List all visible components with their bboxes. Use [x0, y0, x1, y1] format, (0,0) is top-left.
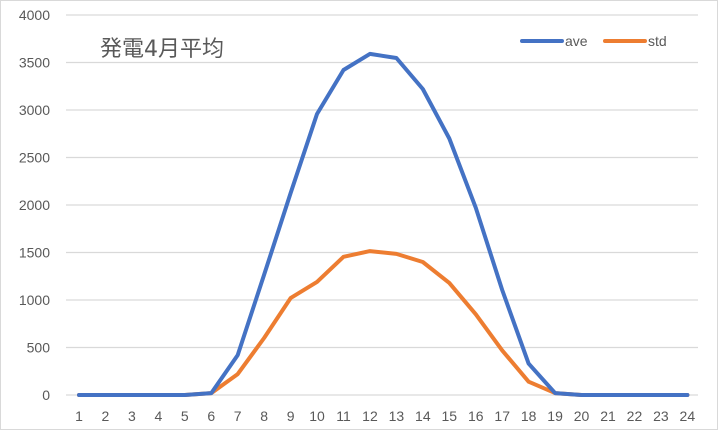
- y-tick-label: 3500: [19, 55, 50, 71]
- gridlines: [66, 14, 698, 396]
- x-tick-label: 18: [521, 408, 537, 424]
- x-tick-label: 10: [309, 408, 325, 424]
- y-tick-label: 1000: [19, 292, 50, 308]
- x-tick-label: 23: [653, 408, 669, 424]
- series-line-ave: [77, 51, 690, 397]
- x-tick-label: 7: [234, 408, 242, 424]
- y-tick-label: 0: [42, 387, 50, 403]
- x-tick-label: 8: [260, 408, 268, 424]
- x-tick-label: 24: [680, 408, 696, 424]
- series-lines: [77, 51, 690, 397]
- legend-label-std: std: [648, 33, 667, 49]
- y-tick-label: 4000: [19, 7, 50, 23]
- y-tick-label: 2000: [19, 197, 50, 213]
- x-tick-label: 15: [442, 408, 458, 424]
- x-tick-label: 3: [128, 408, 136, 424]
- x-tick-label: 21: [600, 408, 616, 424]
- x-tick-label: 16: [468, 408, 484, 424]
- x-tick-label: 20: [574, 408, 590, 424]
- series-line-std: [77, 249, 690, 397]
- x-tick-label: 17: [494, 408, 510, 424]
- chart-title: 発電4月平均: [100, 37, 224, 62]
- y-axis-ticks: 0 500 1000 1500 2000 2500 3000 3500 4000: [19, 7, 50, 403]
- y-tick-label: 500: [27, 340, 51, 356]
- x-tick-label: 1: [75, 408, 83, 424]
- y-tick-label: 1500: [19, 245, 50, 261]
- x-tick-label: 13: [389, 408, 405, 424]
- x-axis-ticks: 1 2 3 4 5 6 7 8 9 10 11 12 13 14 15 16 17 18 19 20 21 22 23 24: [75, 408, 695, 424]
- y-tick-label: 3000: [19, 102, 50, 118]
- x-tick-label: 12: [362, 408, 378, 424]
- x-tick-label: 19: [547, 408, 563, 424]
- x-tick-label: 9: [287, 408, 295, 424]
- x-tick-label: 4: [154, 408, 162, 424]
- x-tick-label: 2: [102, 408, 110, 424]
- legend: ave std: [520, 33, 667, 49]
- legend-label-ave: ave: [565, 33, 588, 49]
- x-tick-label: 5: [181, 408, 189, 424]
- y-tick-label: 2500: [19, 150, 50, 166]
- x-tick-label: 14: [415, 408, 431, 424]
- x-tick-label: 6: [207, 408, 215, 424]
- x-tick-label: 22: [627, 408, 643, 424]
- x-tick-label: 11: [336, 408, 351, 424]
